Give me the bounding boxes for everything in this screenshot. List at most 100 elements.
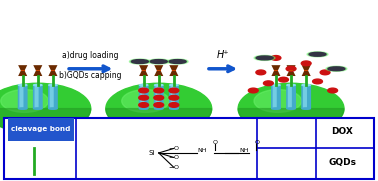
Wedge shape: [106, 109, 212, 134]
Polygon shape: [48, 65, 57, 71]
Ellipse shape: [34, 108, 42, 109]
Circle shape: [256, 70, 266, 75]
Ellipse shape: [49, 84, 57, 86]
FancyBboxPatch shape: [273, 85, 277, 109]
Ellipse shape: [302, 108, 310, 109]
FancyBboxPatch shape: [48, 85, 58, 109]
Circle shape: [263, 81, 273, 86]
Polygon shape: [287, 71, 296, 76]
Polygon shape: [29, 154, 39, 159]
Circle shape: [169, 88, 179, 93]
Text: Si: Si: [148, 150, 154, 156]
Circle shape: [254, 90, 302, 112]
Ellipse shape: [271, 159, 300, 166]
Polygon shape: [289, 70, 293, 71]
Polygon shape: [302, 71, 311, 76]
Ellipse shape: [287, 84, 295, 86]
Ellipse shape: [49, 108, 57, 109]
Ellipse shape: [309, 52, 326, 56]
Ellipse shape: [170, 84, 178, 86]
Ellipse shape: [273, 160, 297, 166]
Circle shape: [139, 88, 149, 93]
Text: $-$O: $-$O: [168, 144, 180, 152]
Ellipse shape: [272, 108, 280, 109]
Ellipse shape: [272, 84, 280, 86]
Polygon shape: [271, 71, 280, 76]
Polygon shape: [139, 71, 148, 76]
FancyBboxPatch shape: [4, 118, 374, 179]
Circle shape: [271, 56, 281, 60]
Polygon shape: [271, 65, 280, 71]
Ellipse shape: [287, 108, 295, 109]
Polygon shape: [36, 70, 40, 71]
Ellipse shape: [19, 84, 27, 86]
Ellipse shape: [150, 60, 167, 64]
Ellipse shape: [307, 52, 328, 57]
Text: $-$O: $-$O: [168, 163, 180, 171]
Text: GQDs: GQDs: [328, 158, 356, 167]
Circle shape: [279, 128, 292, 134]
Ellipse shape: [34, 84, 42, 86]
Polygon shape: [169, 71, 178, 76]
Text: cleavage bond: cleavage bond: [11, 126, 71, 132]
FancyBboxPatch shape: [33, 85, 43, 109]
Ellipse shape: [155, 108, 163, 109]
Polygon shape: [32, 159, 36, 160]
FancyBboxPatch shape: [18, 85, 28, 109]
Ellipse shape: [155, 84, 163, 86]
Text: O: O: [213, 140, 218, 146]
Polygon shape: [302, 65, 311, 71]
Circle shape: [139, 95, 149, 100]
Text: O: O: [254, 140, 260, 146]
FancyBboxPatch shape: [170, 85, 175, 109]
FancyBboxPatch shape: [303, 85, 307, 109]
Circle shape: [169, 103, 179, 107]
Circle shape: [139, 103, 149, 107]
Polygon shape: [154, 71, 163, 76]
Circle shape: [286, 66, 296, 71]
Ellipse shape: [326, 66, 347, 71]
Wedge shape: [238, 109, 344, 134]
Polygon shape: [172, 70, 176, 71]
Text: DOX: DOX: [331, 127, 353, 136]
Ellipse shape: [132, 60, 148, 64]
FancyBboxPatch shape: [286, 85, 296, 109]
Ellipse shape: [254, 55, 275, 60]
Polygon shape: [33, 71, 42, 76]
Circle shape: [320, 70, 330, 75]
Circle shape: [238, 83, 344, 134]
Polygon shape: [21, 70, 25, 71]
Polygon shape: [154, 65, 163, 71]
FancyBboxPatch shape: [155, 85, 160, 109]
Circle shape: [301, 61, 311, 66]
FancyBboxPatch shape: [139, 85, 149, 109]
Circle shape: [279, 77, 288, 82]
Ellipse shape: [256, 56, 273, 60]
FancyBboxPatch shape: [8, 118, 74, 141]
Circle shape: [313, 79, 322, 84]
FancyBboxPatch shape: [50, 85, 54, 109]
Polygon shape: [157, 70, 161, 71]
Ellipse shape: [302, 84, 310, 86]
FancyBboxPatch shape: [301, 85, 311, 109]
Ellipse shape: [328, 67, 345, 71]
Text: H⁺: H⁺: [217, 50, 229, 60]
Ellipse shape: [148, 59, 169, 64]
Polygon shape: [304, 70, 308, 71]
Polygon shape: [169, 65, 178, 71]
Ellipse shape: [139, 84, 148, 86]
Polygon shape: [139, 65, 148, 71]
Text: b)GQDs capping: b)GQDs capping: [59, 71, 122, 80]
FancyBboxPatch shape: [140, 85, 144, 109]
Polygon shape: [274, 70, 278, 71]
Circle shape: [106, 83, 212, 134]
Circle shape: [1, 90, 48, 112]
Circle shape: [154, 88, 164, 93]
FancyBboxPatch shape: [288, 85, 292, 109]
Circle shape: [154, 95, 164, 100]
Polygon shape: [142, 70, 146, 71]
Ellipse shape: [129, 59, 150, 64]
FancyBboxPatch shape: [169, 85, 179, 109]
Ellipse shape: [169, 60, 186, 64]
Wedge shape: [0, 109, 91, 134]
